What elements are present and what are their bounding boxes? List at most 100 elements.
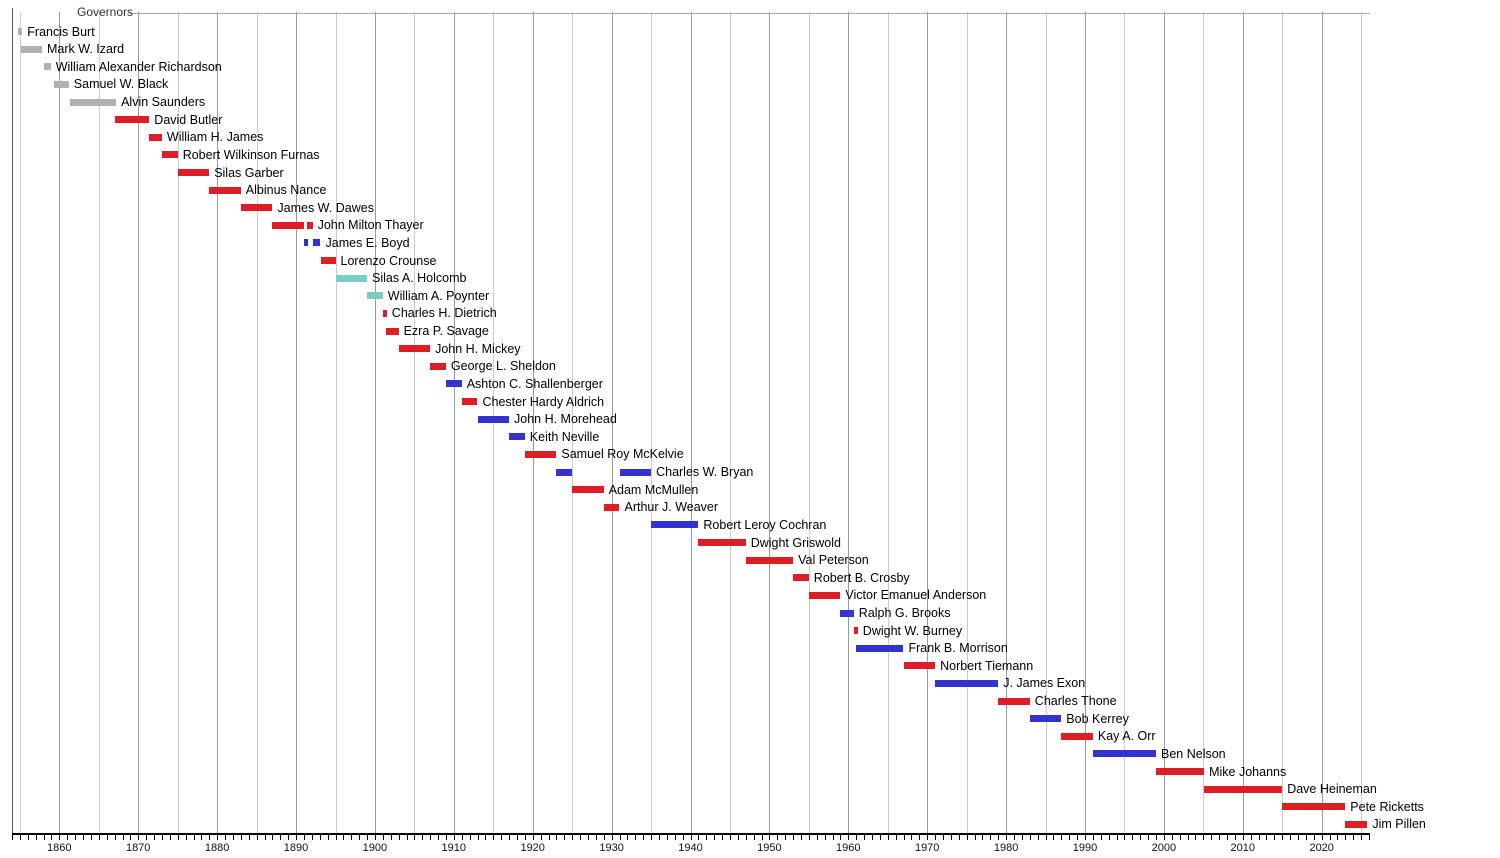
governor-name-label[interactable]: Mark W. Izard bbox=[47, 42, 125, 57]
governor-name-label[interactable]: J. James Exon bbox=[1003, 676, 1086, 691]
governor-name-label[interactable]: Lorenzo Crounse bbox=[340, 253, 437, 268]
governor-name-label[interactable]: Ralph G. Brooks bbox=[858, 606, 951, 620]
governor-name-label[interactable]: Norbert Tiemann bbox=[940, 658, 1034, 673]
governor-name-label[interactable]: Val Peterson bbox=[798, 553, 869, 568]
governor-term-bar[interactable] bbox=[856, 644, 904, 652]
governor-term-bar[interactable] bbox=[935, 679, 999, 687]
governor-name-label[interactable]: Ezra P. Savage bbox=[403, 324, 489, 338]
governor-term-bar[interactable] bbox=[320, 257, 336, 265]
governor-term-bar[interactable] bbox=[509, 433, 525, 441]
governor-term-bar[interactable] bbox=[619, 468, 652, 476]
axis-tick bbox=[540, 835, 542, 840]
governor-term-bar[interactable] bbox=[70, 98, 117, 106]
governor-term-bar[interactable] bbox=[209, 186, 241, 194]
governor-name-label[interactable]: Robert Leroy Cochran bbox=[703, 517, 827, 532]
governor-term-bar[interactable] bbox=[430, 362, 446, 370]
axis-tick bbox=[619, 835, 621, 840]
governor-term-bar[interactable] bbox=[603, 503, 620, 511]
governor-name-label[interactable]: Adam McMullen bbox=[608, 482, 699, 497]
governor-term-bar[interactable] bbox=[382, 309, 387, 317]
governor-name-label[interactable]: Frank B. Morrison bbox=[908, 641, 1008, 656]
axis-tick-label: 1860 bbox=[47, 842, 72, 854]
governor-name-label[interactable]: Robert Wilkinson Furnas bbox=[182, 147, 320, 162]
governor-term-bar[interactable] bbox=[651, 521, 699, 529]
governor-term-bar[interactable] bbox=[18, 28, 23, 35]
governor-name-label[interactable]: James E. Boyd bbox=[325, 235, 410, 250]
governor-name-label[interactable]: John H. Morehead bbox=[514, 412, 617, 427]
governor-term-bar[interactable] bbox=[161, 151, 178, 159]
governor-name-label[interactable]: Pete Ricketts bbox=[1350, 799, 1424, 814]
governor-name-label[interactable]: Ashton C. Shallenberger bbox=[466, 376, 603, 391]
governor-name-label[interactable]: Silas A. Holcomb bbox=[372, 271, 467, 286]
governor-name-label[interactable]: Samuel W. Black bbox=[73, 77, 169, 92]
governor-term-bar[interactable] bbox=[1061, 732, 1093, 740]
axis-tick bbox=[59, 835, 61, 840]
governor-name-label[interactable]: Alvin Saunders bbox=[121, 95, 206, 109]
governor-term-bar[interactable] bbox=[745, 556, 793, 564]
governor-term-bar[interactable] bbox=[307, 221, 313, 229]
governor-name-label[interactable]: William Alexander Richardson bbox=[55, 59, 222, 74]
governor-name-label[interactable]: Dave Heineman bbox=[1287, 782, 1377, 797]
governor-name-label[interactable]: Silas Garber bbox=[214, 165, 284, 180]
governor-term-bar[interactable] bbox=[853, 627, 858, 635]
governor-name-label[interactable]: Jim Pillen bbox=[1372, 817, 1426, 832]
governor-name-label[interactable]: George L. Sheldon bbox=[450, 359, 556, 374]
governor-term-bar[interactable] bbox=[572, 486, 604, 494]
governor-name-label[interactable]: Mike Johanns bbox=[1209, 764, 1287, 779]
governor-name-label[interactable]: William A. Poynter bbox=[387, 288, 490, 303]
governor-term-bar[interactable] bbox=[43, 63, 51, 71]
governor-term-bar[interactable] bbox=[303, 239, 308, 247]
governor-term-bar[interactable] bbox=[149, 133, 162, 141]
governor-term-bar[interactable] bbox=[556, 468, 573, 476]
governor-name-label[interactable]: Kay A. Orr bbox=[1097, 729, 1156, 744]
governor-name-label[interactable]: Arthur J. Weaver bbox=[624, 500, 719, 515]
governor-term-bar[interactable] bbox=[793, 574, 809, 582]
governor-term-bar[interactable] bbox=[335, 274, 368, 282]
governor-term-bar[interactable] bbox=[903, 662, 936, 670]
governor-term-bar[interactable] bbox=[808, 591, 841, 599]
governor-name-label[interactable]: Dwight Griswold bbox=[750, 535, 841, 550]
governor-name-label[interactable]: Dwight W. Burney bbox=[862, 623, 963, 638]
governor-name-label[interactable]: Robert B. Crosby bbox=[813, 570, 910, 585]
governor-term-bar[interactable] bbox=[1345, 820, 1368, 828]
governor-name-label[interactable]: Victor Emanuel Anderson bbox=[845, 588, 987, 603]
governor-name-label[interactable]: Francis Burt bbox=[27, 24, 95, 39]
governor-term-bar[interactable] bbox=[445, 380, 462, 388]
governor-term-bar[interactable] bbox=[461, 398, 478, 405]
governor-name-label[interactable]: Albinus Nance bbox=[245, 183, 327, 198]
governor-term-bar[interactable] bbox=[312, 239, 321, 247]
governor-term-bar[interactable] bbox=[1092, 750, 1156, 758]
governor-name-label[interactable]: Charles Thone bbox=[1034, 694, 1117, 709]
governor-name-label[interactable]: Bob Kerrey bbox=[1066, 711, 1129, 726]
governor-name-label[interactable]: John H. Mickey bbox=[435, 341, 521, 356]
governor-name-label[interactable]: Charles W. Bryan bbox=[656, 465, 754, 479]
governor-name-label[interactable]: Ben Nelson bbox=[1161, 746, 1226, 761]
governor-term-bar[interactable] bbox=[115, 116, 150, 124]
governor-term-bar[interactable] bbox=[477, 415, 510, 423]
governor-term-bar[interactable] bbox=[1029, 715, 1062, 723]
governor-term-bar[interactable] bbox=[1282, 803, 1346, 811]
axis-tick bbox=[67, 835, 69, 840]
governor-name-label[interactable]: James W. Dawes bbox=[277, 200, 374, 215]
governor-term-bar[interactable] bbox=[272, 221, 304, 229]
governor-name-label[interactable]: Samuel Roy McKelvie bbox=[561, 447, 684, 462]
governor-name-label[interactable]: David Butler bbox=[154, 112, 223, 127]
governor-term-bar[interactable] bbox=[1156, 768, 1205, 775]
governor-term-bar[interactable] bbox=[398, 345, 431, 353]
governor-term-bar[interactable] bbox=[20, 45, 42, 53]
governor-term-bar[interactable] bbox=[53, 80, 69, 88]
governor-name-label[interactable]: John Milton Thayer bbox=[317, 218, 424, 233]
governor-term-bar[interactable] bbox=[177, 169, 210, 176]
governor-name-label[interactable]: William H. James bbox=[166, 130, 264, 145]
governor-term-bar[interactable] bbox=[524, 450, 557, 458]
governor-name-label[interactable]: Charles H. Dietrich bbox=[391, 306, 497, 321]
governor-term-bar[interactable] bbox=[998, 697, 1030, 705]
governor-name-label[interactable]: Keith Neville bbox=[529, 429, 600, 444]
governor-term-bar[interactable] bbox=[1204, 785, 1283, 793]
governor-term-bar[interactable] bbox=[386, 327, 399, 335]
governor-term-bar[interactable] bbox=[840, 609, 854, 617]
governor-term-bar[interactable] bbox=[240, 204, 273, 212]
governor-name-label[interactable]: Chester Hardy Aldrich bbox=[482, 394, 605, 409]
governor-term-bar[interactable] bbox=[367, 292, 383, 300]
governor-term-bar[interactable] bbox=[698, 539, 746, 546]
